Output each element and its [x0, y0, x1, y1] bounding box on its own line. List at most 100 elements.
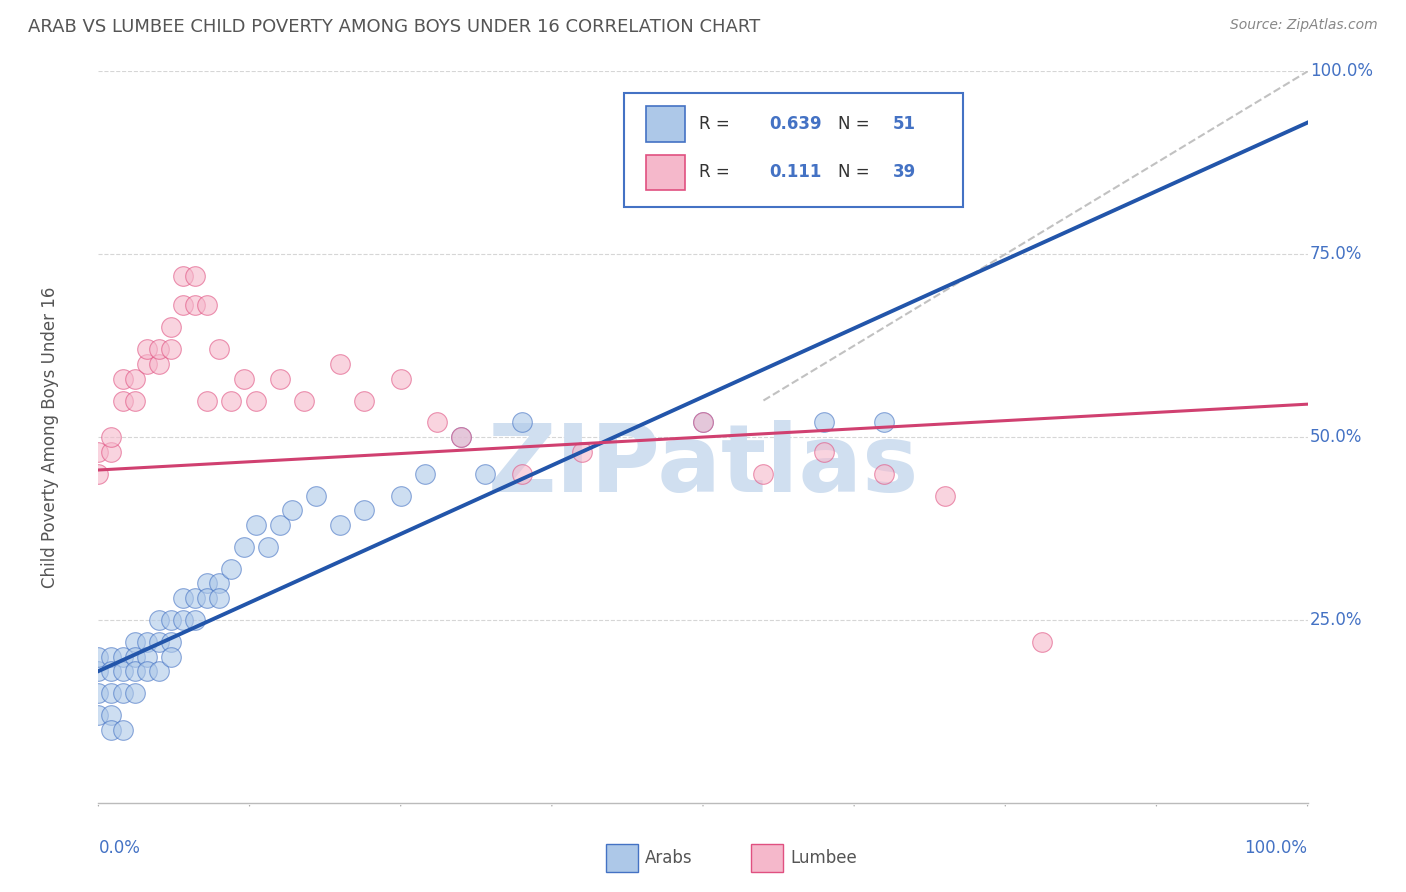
- Point: [692, 416, 714, 430]
- Text: Source: ZipAtlas.com: Source: ZipAtlas.com: [1230, 18, 1378, 32]
- Point: [135, 649, 157, 664]
- Text: ZIPatlas: ZIPatlas: [488, 420, 918, 512]
- Point: [100, 649, 122, 664]
- Text: Arabs: Arabs: [645, 848, 693, 867]
- Point: [111, 393, 134, 408]
- Text: 100.0%: 100.0%: [1310, 62, 1374, 80]
- Point: [195, 393, 218, 408]
- Bar: [647, 106, 685, 142]
- Text: N =: N =: [838, 163, 870, 181]
- Point: [1031, 635, 1053, 649]
- Point: [135, 343, 157, 357]
- Text: 0.639: 0.639: [769, 115, 823, 133]
- Point: [87, 686, 110, 700]
- Point: [184, 591, 207, 605]
- Point: [269, 371, 291, 385]
- Text: 0.0%: 0.0%: [98, 839, 141, 857]
- Point: [100, 430, 122, 444]
- Point: [208, 591, 231, 605]
- Point: [195, 591, 218, 605]
- Point: [148, 343, 170, 357]
- Point: [305, 489, 328, 503]
- Bar: [751, 845, 783, 872]
- Point: [87, 467, 110, 481]
- Point: [389, 489, 412, 503]
- Text: R =: R =: [699, 163, 741, 181]
- Point: [813, 416, 835, 430]
- Point: [160, 320, 183, 334]
- Point: [232, 540, 254, 554]
- Point: [510, 416, 533, 430]
- Point: [135, 635, 157, 649]
- Point: [135, 664, 157, 678]
- Point: [87, 664, 110, 678]
- Text: 39: 39: [893, 163, 917, 181]
- Point: [160, 635, 183, 649]
- Point: [873, 467, 896, 481]
- Point: [232, 371, 254, 385]
- Bar: [606, 845, 638, 872]
- Point: [111, 649, 134, 664]
- Point: [148, 357, 170, 371]
- Point: [160, 613, 183, 627]
- Point: [245, 517, 267, 532]
- Point: [172, 613, 194, 627]
- Point: [111, 371, 134, 385]
- Point: [124, 649, 146, 664]
- Text: 100.0%: 100.0%: [1244, 839, 1308, 857]
- Text: Lumbee: Lumbee: [790, 848, 856, 867]
- Text: Child Poverty Among Boys Under 16: Child Poverty Among Boys Under 16: [41, 286, 59, 588]
- Point: [160, 649, 183, 664]
- Point: [692, 416, 714, 430]
- Point: [510, 467, 533, 481]
- Point: [195, 576, 218, 591]
- Point: [148, 664, 170, 678]
- Point: [184, 269, 207, 284]
- Point: [172, 298, 194, 312]
- Point: [87, 708, 110, 723]
- Point: [124, 635, 146, 649]
- Point: [172, 269, 194, 284]
- Point: [450, 430, 472, 444]
- Point: [111, 664, 134, 678]
- Point: [269, 517, 291, 532]
- Text: 25.0%: 25.0%: [1310, 611, 1362, 629]
- Point: [100, 664, 122, 678]
- Point: [450, 430, 472, 444]
- Point: [148, 635, 170, 649]
- Point: [184, 613, 207, 627]
- Point: [111, 686, 134, 700]
- Point: [329, 357, 352, 371]
- Point: [329, 517, 352, 532]
- Point: [934, 489, 956, 503]
- Text: 51: 51: [893, 115, 915, 133]
- Text: N =: N =: [838, 115, 870, 133]
- Point: [100, 686, 122, 700]
- Text: ARAB VS LUMBEE CHILD POVERTY AMONG BOYS UNDER 16 CORRELATION CHART: ARAB VS LUMBEE CHILD POVERTY AMONG BOYS …: [28, 18, 761, 36]
- Point: [413, 467, 436, 481]
- Text: 75.0%: 75.0%: [1310, 245, 1362, 263]
- Point: [426, 416, 449, 430]
- Point: [124, 371, 146, 385]
- Point: [353, 503, 375, 517]
- Point: [184, 298, 207, 312]
- Point: [100, 723, 122, 737]
- Point: [474, 467, 496, 481]
- Point: [221, 562, 243, 576]
- Point: [256, 540, 278, 554]
- Point: [124, 664, 146, 678]
- Point: [208, 576, 231, 591]
- Point: [221, 393, 243, 408]
- Point: [752, 467, 775, 481]
- Point: [389, 371, 412, 385]
- Point: [100, 444, 122, 458]
- Text: R =: R =: [699, 115, 735, 133]
- Point: [87, 444, 110, 458]
- Point: [195, 298, 218, 312]
- Point: [100, 708, 122, 723]
- Point: [135, 357, 157, 371]
- Bar: [647, 154, 685, 190]
- Point: [571, 444, 593, 458]
- Point: [160, 343, 183, 357]
- Text: 0.111: 0.111: [769, 163, 823, 181]
